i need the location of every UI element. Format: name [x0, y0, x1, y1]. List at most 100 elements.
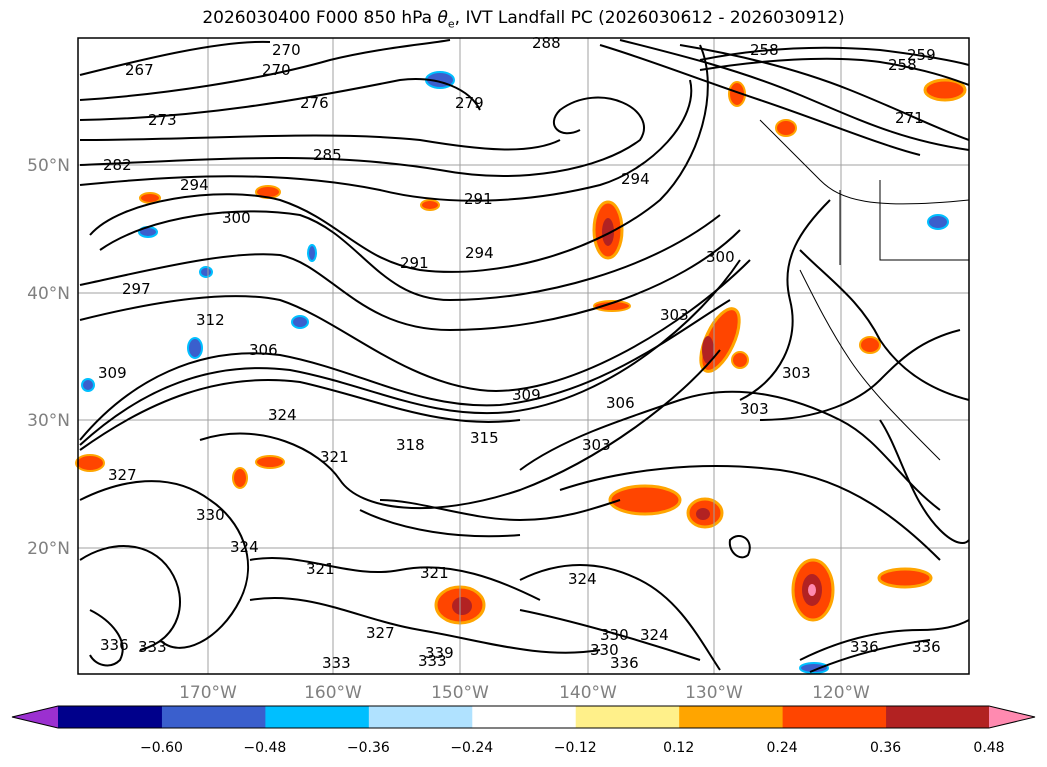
contour-line — [79, 229, 741, 332]
contour-label: 330 — [600, 626, 629, 644]
contour-label: 336 — [912, 638, 941, 656]
title-prefix: 2026030400 F000 850 hPa — [202, 8, 438, 28]
contour-label: 294 — [621, 170, 650, 188]
contour-label: 306 — [249, 341, 278, 359]
contour-label: 300 — [706, 248, 735, 266]
contour-line — [79, 545, 181, 651]
contour-line — [79, 480, 249, 649]
contour-line — [79, 78, 481, 121]
anomaly-blob — [608, 484, 682, 516]
contour-label-group: 267 270 270 276 279 288 258 259 258 273 … — [98, 34, 941, 672]
contour-line — [699, 46, 970, 66]
contour-label: 285 — [313, 146, 342, 164]
lon-label: 170°W — [179, 683, 237, 703]
contour-line — [79, 134, 561, 151]
contour-line — [739, 199, 831, 401]
contour-label: 303 — [582, 436, 611, 454]
contour-label: 282 — [103, 156, 132, 174]
contour-label: 294 — [465, 244, 494, 262]
contour-label: 312 — [196, 311, 225, 329]
contour-label: 288 — [532, 34, 561, 52]
colorbar-extend-low — [12, 706, 58, 728]
anomaly-blob — [199, 266, 213, 278]
colorbar-labels: −0.60 −0.48 −0.36 −0.24 −0.12 0.12 0.24 0.36 0.4… — [140, 740, 1005, 756]
contour-line — [599, 44, 921, 156]
contour-line — [79, 96, 645, 177]
colorbar-segment — [161, 706, 266, 728]
colorbar-tick-label: −0.48 — [243, 740, 286, 756]
contour-label: 270 — [272, 41, 301, 59]
contour-label: 324 — [230, 538, 259, 556]
colorbar-tick-label: −0.60 — [140, 740, 183, 756]
anomaly-blob — [877, 567, 933, 589]
anomaly-blob — [927, 214, 949, 230]
anomaly-blob — [602, 218, 614, 246]
contour-label: 303 — [740, 400, 769, 418]
colorbar-tick-label: 0.24 — [767, 740, 798, 756]
contour-line — [89, 44, 709, 273]
figure-title: 2026030400 F000 850 hPa θe, IVT Landfall… — [0, 8, 1047, 30]
coastline — [799, 269, 941, 461]
title-suffix: , IVT Landfall PC (2026030612 - 20260309… — [454, 8, 845, 28]
anomaly-blob — [452, 597, 472, 615]
colorbar-segment — [575, 706, 680, 728]
colorbar-segment — [885, 706, 990, 728]
lon-label: 160°W — [304, 683, 362, 703]
contour-label: 270 — [262, 61, 291, 79]
contour-label: 336 — [610, 654, 639, 672]
colorbar — [11, 705, 1036, 729]
contour-line — [89, 609, 124, 667]
contour-label: 315 — [470, 429, 499, 447]
contour-label: 309 — [98, 364, 127, 382]
contour-label: 300 — [222, 209, 251, 227]
anomaly-blob — [291, 315, 309, 329]
contour-label: 279 — [455, 94, 484, 112]
contour-line — [619, 39, 970, 151]
contour-label: 330 — [196, 506, 225, 524]
contour-line — [79, 379, 521, 451]
contour-label: 324 — [568, 570, 597, 588]
contour-label: 333 — [138, 638, 167, 656]
anomaly-blob — [81, 378, 95, 392]
colorbar-tick-label: 0.36 — [870, 740, 901, 756]
contour-line — [79, 39, 451, 101]
contour-label: 259 — [907, 46, 936, 64]
anomaly-blob — [923, 78, 967, 102]
contour-line — [199, 349, 721, 510]
anomaly-blob — [307, 244, 317, 262]
contour-line — [799, 619, 970, 661]
colorbar-segment — [368, 706, 473, 728]
contour-line — [519, 564, 721, 671]
contour-label: 336 — [850, 638, 879, 656]
colorbar-tick-label: −0.36 — [347, 740, 390, 756]
contour-label: 303 — [660, 306, 689, 324]
colorbar-segment — [782, 706, 887, 728]
colorbar-tick-label: 0.48 — [973, 740, 1004, 756]
anomaly-blob — [255, 455, 285, 469]
colorbar-tick-label: −0.24 — [450, 740, 493, 756]
contour-label: 291 — [464, 190, 493, 208]
contour-label: 294 — [180, 176, 209, 194]
graticule — [78, 38, 969, 674]
anomaly-shading — [75, 71, 967, 674]
contour-label: 258 — [888, 56, 917, 74]
contour-label: 303 — [782, 364, 811, 382]
anomaly-blob — [593, 300, 631, 312]
anomaly-blob — [75, 454, 105, 472]
anomaly-blob — [696, 508, 710, 520]
contour-label: 327 — [366, 624, 395, 642]
contour-label: 333 — [418, 652, 447, 670]
contour-line — [99, 210, 721, 302]
contour-line — [759, 329, 961, 421]
lon-label: 120°W — [812, 683, 870, 703]
contour-label: 321 — [420, 564, 449, 582]
title-subscript: e — [447, 17, 455, 31]
lat-label: 50°N — [27, 156, 70, 176]
contour-line — [79, 259, 751, 392]
contour-label: 333 — [322, 654, 351, 672]
contour-line — [809, 639, 931, 673]
lon-label: 130°W — [685, 683, 743, 703]
anomaly-blob — [187, 337, 203, 359]
contour-label: 327 — [108, 466, 137, 484]
